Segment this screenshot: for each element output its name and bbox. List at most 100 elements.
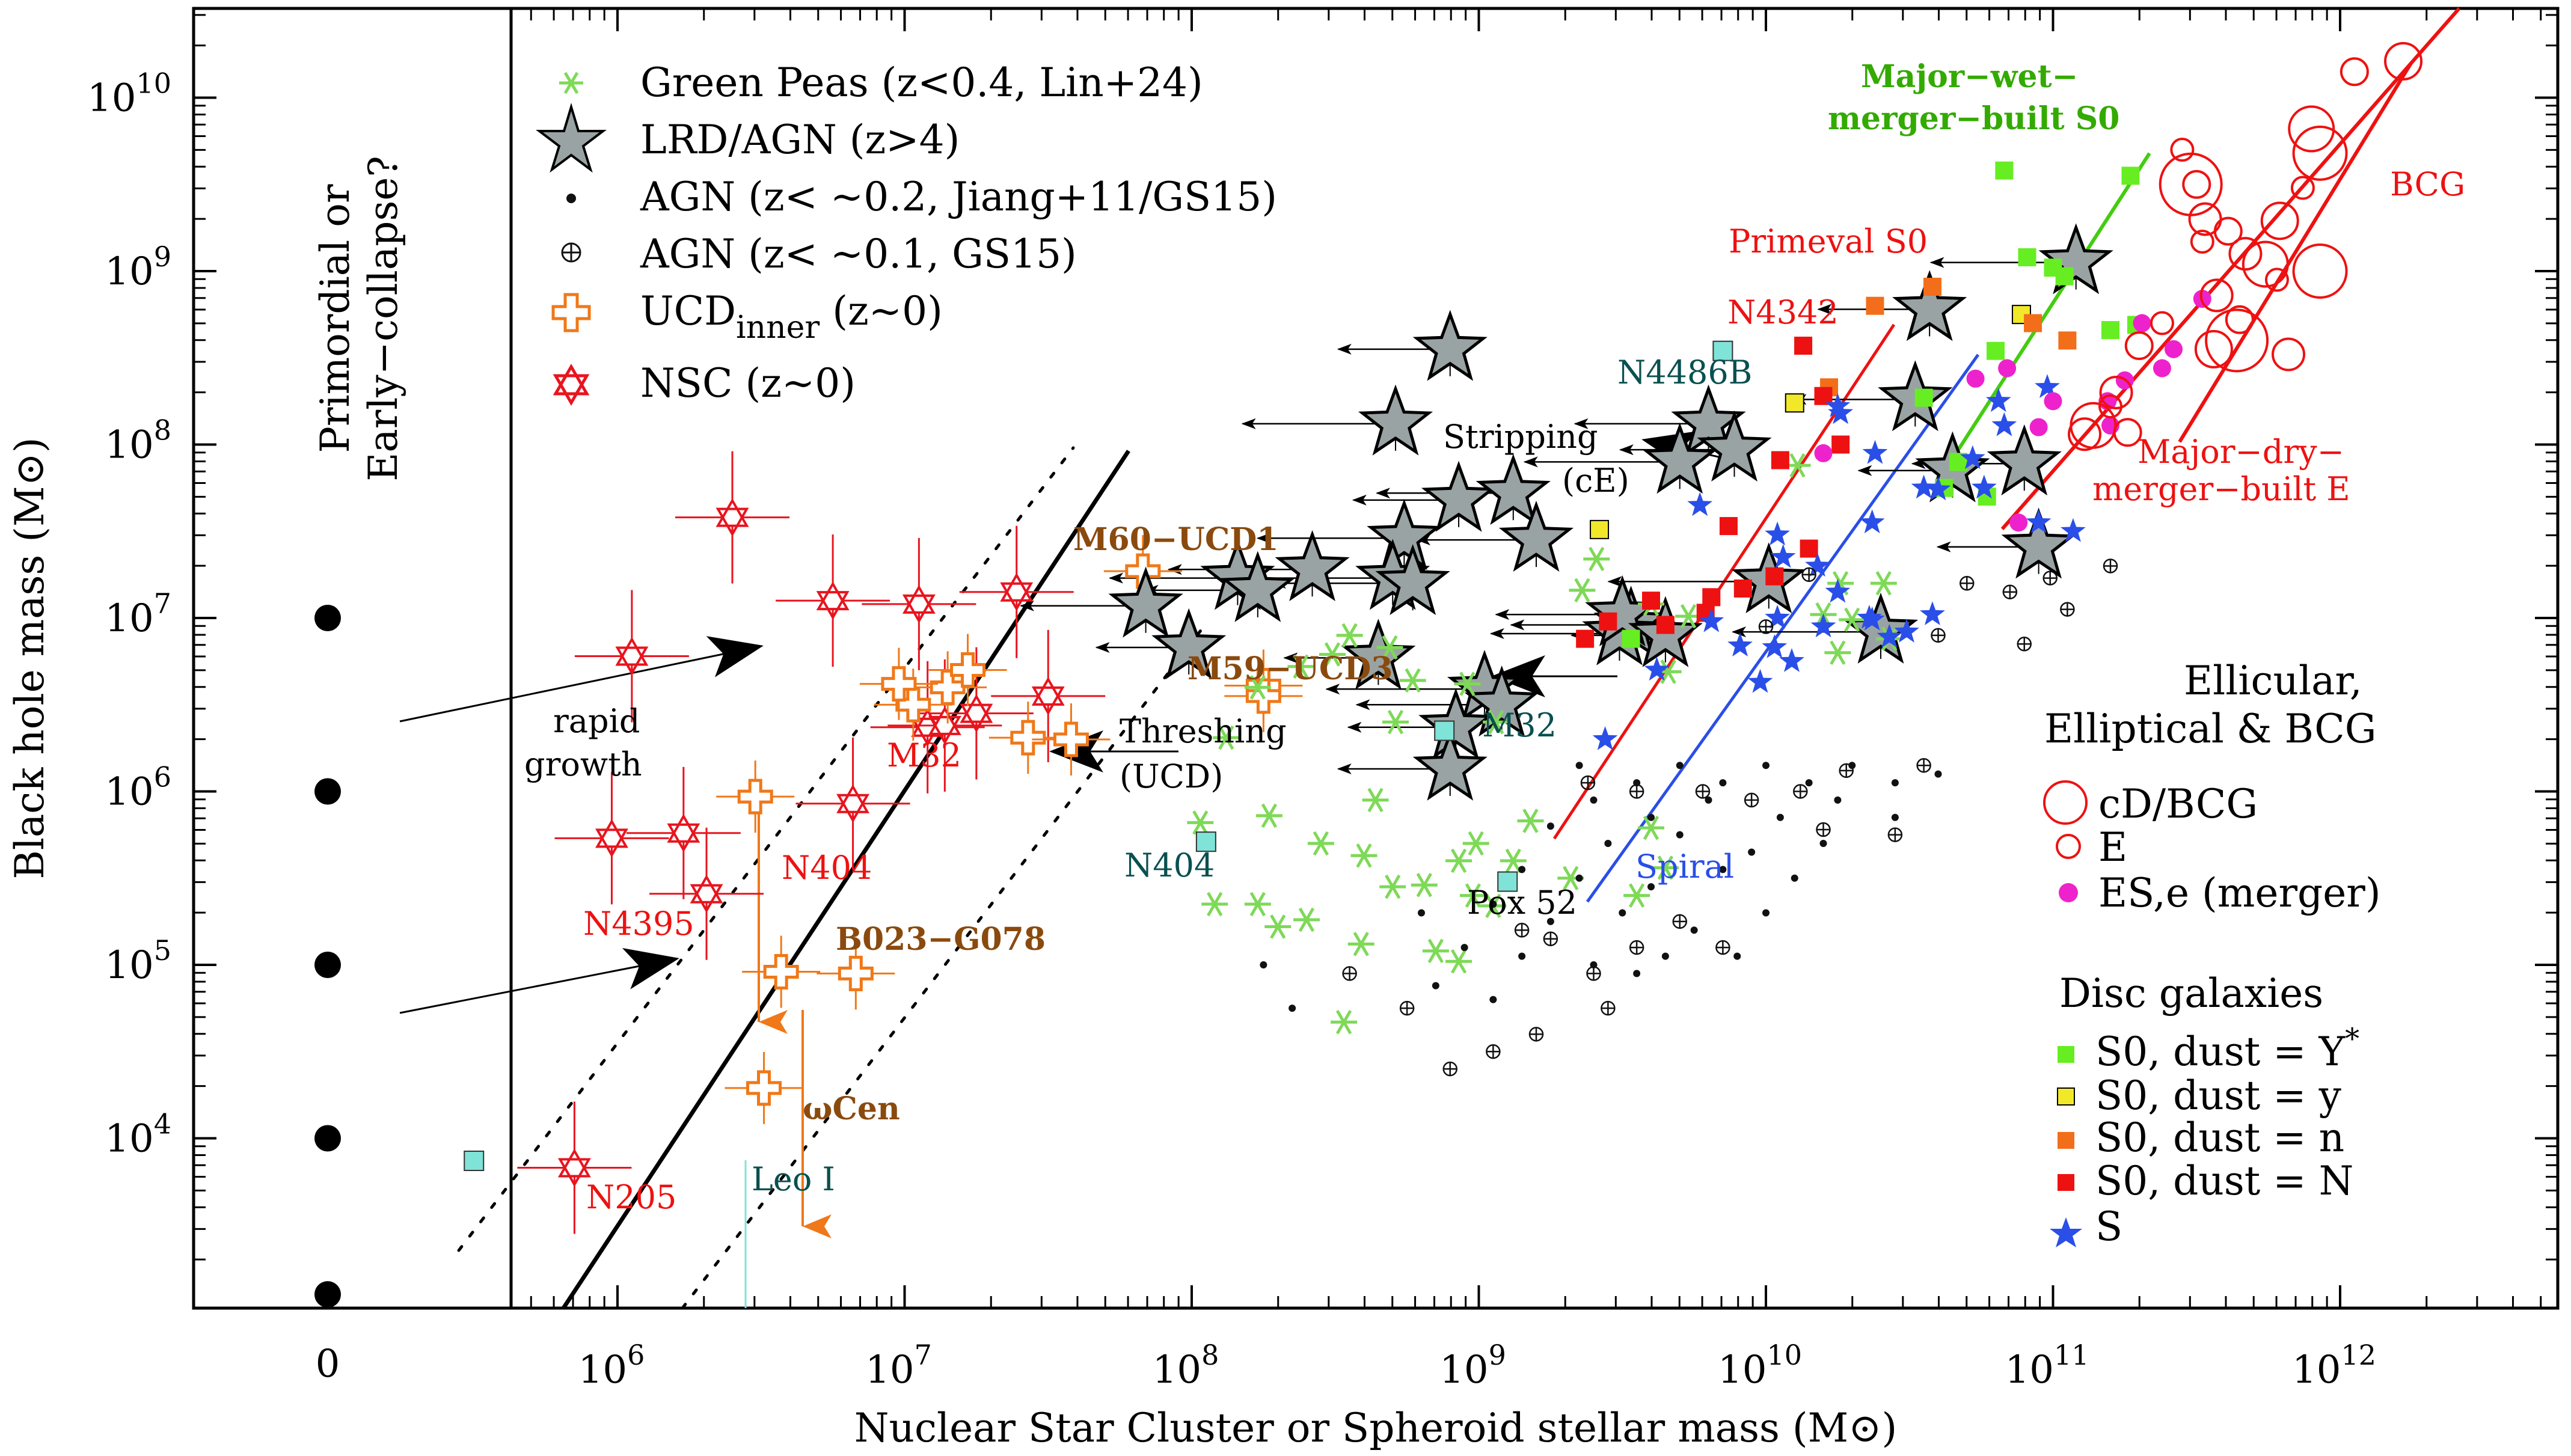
circle-plus-point <box>1758 619 1774 634</box>
x-tick-label-11-base: 10 <box>2005 1348 2054 1392</box>
circle-plus-point <box>1528 1027 1544 1042</box>
circle-plus-point <box>1629 784 1644 799</box>
red-circle-point <box>2170 138 2195 162</box>
circle-plus-point <box>2103 558 2118 574</box>
green-asterisk-point <box>1287 654 1314 679</box>
legend-marker-red-square <box>2058 1174 2074 1191</box>
ann-growth: growth <box>524 745 642 783</box>
legend-item-cd-bcg: cD/BCG <box>2043 780 2258 827</box>
black-dot-point <box>1762 909 1770 917</box>
major-dry-line-2 <box>2178 62 2413 443</box>
blue-star-point <box>1828 400 1854 424</box>
magenta-dot-point <box>2009 513 2028 532</box>
ann-b023: B023−G078 <box>836 921 1046 958</box>
green-asterisk-point <box>1347 932 1374 956</box>
grey-star-point <box>2038 223 2113 295</box>
x-tick-label-9: 109 <box>1439 1339 1506 1392</box>
grey-star-point <box>1375 544 1450 616</box>
left-panel-dots <box>314 605 341 1308</box>
black-dot-point <box>1934 770 1942 778</box>
y-tick-label-10-base: 10 <box>87 76 136 121</box>
green-asterisk-point <box>1517 809 1544 833</box>
black-dot-point <box>1733 952 1741 960</box>
ann-major-dry-1: Major−dry− <box>2137 433 2344 471</box>
green-asterisk-point <box>1638 815 1664 840</box>
x-tick-label-9-exp: 9 <box>1489 1339 1506 1371</box>
red-circle-point <box>2068 417 2102 451</box>
ann-m32-right: M32 <box>1482 706 1557 744</box>
blue-star-point <box>1991 412 2017 436</box>
blue-star-point <box>2035 374 2060 399</box>
green-asterisk-point <box>1319 642 1346 667</box>
legend-top: Green Peas (z<0.4, Lin+24) LRD/AGN (z>4)… <box>536 60 1277 406</box>
big-red-circle-point <box>2292 125 2348 181</box>
magenta-dot-point <box>1966 369 1985 388</box>
primordial-dot <box>314 1125 341 1152</box>
legend-label-e: E <box>2098 824 2127 870</box>
legend-marker-red-hexagram <box>553 364 590 406</box>
green-asterisk-point <box>1244 892 1271 917</box>
circle-plus-point <box>2002 584 2018 599</box>
black-dot-point <box>1260 961 1267 968</box>
legend-heading-ellicular-1: Ellicular, <box>2184 658 2362 704</box>
red-hexagram-point <box>649 827 764 960</box>
red-square-point <box>1702 588 1721 607</box>
magenta-dot-point <box>2029 418 2048 436</box>
big-red-circle-point <box>2070 402 2117 449</box>
grey-star-point <box>1464 665 1539 737</box>
x-tick-label-8-exp: 8 <box>1201 1339 1219 1371</box>
legend-label-s0-Y-sup: * <box>2345 1022 2359 1056</box>
big-red-circle-point <box>2288 105 2335 153</box>
red-hexagram-point <box>887 659 1002 792</box>
legend-label-ucd-sub: inner <box>736 310 820 346</box>
spiral-line <box>1586 353 1980 903</box>
legend-label-s0-N: S0, dust = N <box>2095 1158 2353 1204</box>
red-hexagram-point <box>959 525 1074 658</box>
legend-label-ucd: UCDinner (z~0) <box>640 288 943 346</box>
legend-label-s0-y: S0, dust = y <box>2095 1072 2342 1119</box>
orange-square-point <box>2058 331 2077 350</box>
blue-star-point <box>1920 601 1945 625</box>
legend-label-ucd-suffix: (z~0) <box>820 288 943 334</box>
blue-star-point <box>1810 613 1836 638</box>
legend-item-nsc: NSC (z~0) <box>553 360 856 406</box>
x-tick-label-10-base: 10 <box>1718 1348 1767 1392</box>
black-dot-point <box>1647 813 1655 821</box>
orange-cross-point <box>928 634 1007 706</box>
grey-star-point <box>1418 688 1494 759</box>
y-tick-label-8: 108 <box>105 414 171 468</box>
black-dot-point <box>1719 779 1727 787</box>
black-dot-point <box>1489 996 1497 1003</box>
blue-star-point <box>2061 518 2086 542</box>
green-asterisk-point <box>1583 546 1610 572</box>
legend-label-agn-gs15: AGN (z< ~0.1, GS15) <box>640 231 1077 277</box>
y-tick-label-5-base: 10 <box>105 943 153 988</box>
y-tick-label-9: 109 <box>105 240 171 294</box>
red-hexagram-point <box>675 451 789 584</box>
circle-plus-point <box>1916 757 1931 773</box>
red-hexagram-point <box>626 766 741 899</box>
grey-star-point <box>1475 454 1551 525</box>
blue-star-point <box>1911 474 1937 499</box>
y-tick-label-5: 105 <box>105 934 171 988</box>
grey-star-point <box>1108 566 1183 638</box>
x-tick-label-6-base: 10 <box>578 1348 627 1392</box>
cyan-square-point <box>1434 720 1455 741</box>
black-dot-point <box>1619 909 1626 917</box>
circle-plus-point <box>1744 792 1759 808</box>
circle-plus-point <box>1801 567 1816 583</box>
blue-star-point <box>1770 544 1796 568</box>
black-dot-point <box>1776 813 1784 821</box>
legend-item-e: E <box>2056 824 2127 870</box>
blue-star-point <box>1859 606 1885 631</box>
magenta-dot-point <box>2044 392 2062 411</box>
rapid-growth-arrow-lower <box>399 947 679 1014</box>
y-tick-label-4-exp: 4 <box>154 1108 171 1140</box>
red-circle-point <box>2228 237 2263 271</box>
yellow-square-point <box>1785 393 1804 413</box>
x-tick-label-12-base: 10 <box>2292 1348 2341 1392</box>
ann-major-wet-2: merger−built S0 <box>1828 100 2119 137</box>
red-hexagram-point <box>919 647 1034 780</box>
legend-marker-yellow-square <box>2057 1087 2075 1106</box>
